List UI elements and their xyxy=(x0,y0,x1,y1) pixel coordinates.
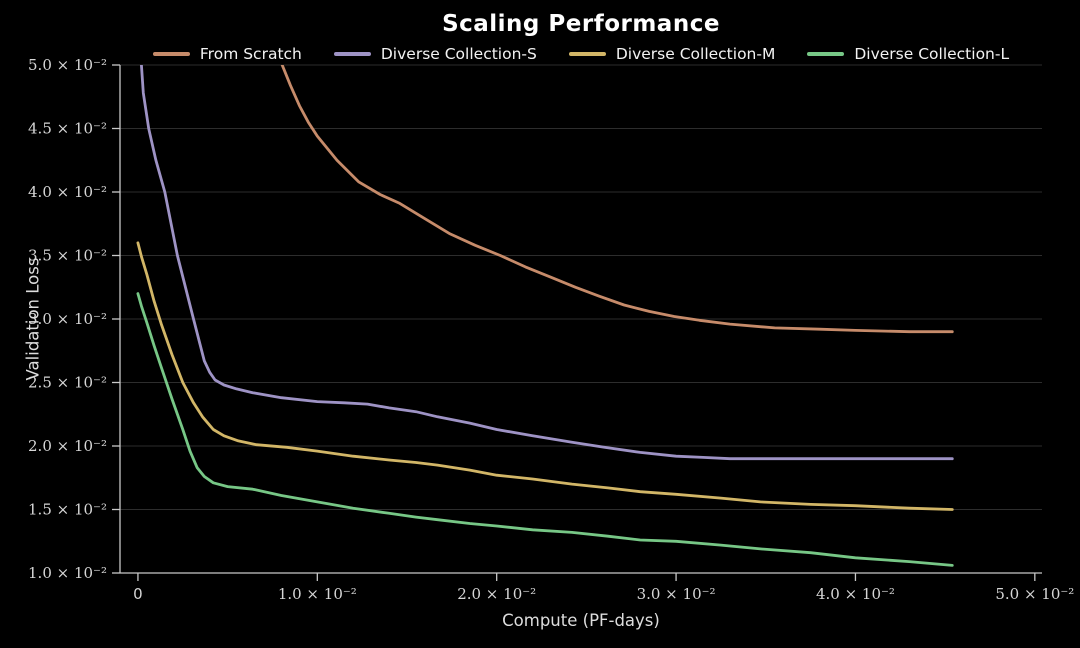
curve-from-scratch xyxy=(280,65,954,334)
legend: From Scratch Diverse Collection-S Divers… xyxy=(120,45,1042,63)
legend-item-diverse-collection-l: Diverse Collection-L xyxy=(807,45,1009,63)
legend-item-diverse-collection-s: Diverse Collection-S xyxy=(333,45,537,63)
y-tick-label: 5.0 × 10⁻² xyxy=(28,56,107,74)
curve-diverse-collection-l xyxy=(136,292,954,567)
x-tick-label: 5.0 × 10⁻² xyxy=(995,585,1074,603)
legend-label: Diverse Collection-M xyxy=(615,45,776,63)
legend-label: Diverse Collection-L xyxy=(854,45,1010,63)
y-tick-label: 3.5 × 10⁻² xyxy=(28,247,107,265)
x-tick-label: 0 xyxy=(133,585,143,603)
y-tick-label: 4.0 × 10⁻² xyxy=(28,183,107,201)
x-tick-label: 4.0 × 10⁻² xyxy=(816,585,895,603)
legend-item-from-scratch: From Scratch xyxy=(152,45,302,63)
y-tick-label: 1.5 × 10⁻² xyxy=(28,501,107,519)
legend-label: Diverse Collection-S xyxy=(380,45,537,63)
legend-swatch-icon xyxy=(152,52,190,56)
legend-swatch-icon xyxy=(333,52,371,56)
y-axis-label: Validation Loss xyxy=(23,257,43,381)
x-tick-label: 2.0 × 10⁻² xyxy=(457,585,536,603)
legend-label: From Scratch xyxy=(199,45,302,63)
legend-swatch-icon xyxy=(807,52,845,56)
y-tick-label: 1.0 × 10⁻² xyxy=(28,564,107,582)
legend-item-diverse-collection-m: Diverse Collection-M xyxy=(568,45,776,63)
y-tick-label: 2.0 × 10⁻² xyxy=(28,437,107,455)
chart-title: Scaling Performance xyxy=(442,11,720,37)
y-tick-label: 3.0 × 10⁻² xyxy=(28,310,107,328)
legend-swatch-icon xyxy=(568,52,606,56)
curve-diverse-collection-m xyxy=(136,241,954,511)
x-axis-label: Compute (PF-days) xyxy=(502,611,660,630)
x-tick-label: 3.0 × 10⁻² xyxy=(637,585,716,603)
curve-diverse-collection-s xyxy=(140,65,954,461)
y-tick-label: 2.5 × 10⁻² xyxy=(28,374,107,392)
y-tick-label: 4.5 × 10⁻² xyxy=(28,120,107,138)
x-tick-label: 1.0 × 10⁻² xyxy=(278,585,357,603)
